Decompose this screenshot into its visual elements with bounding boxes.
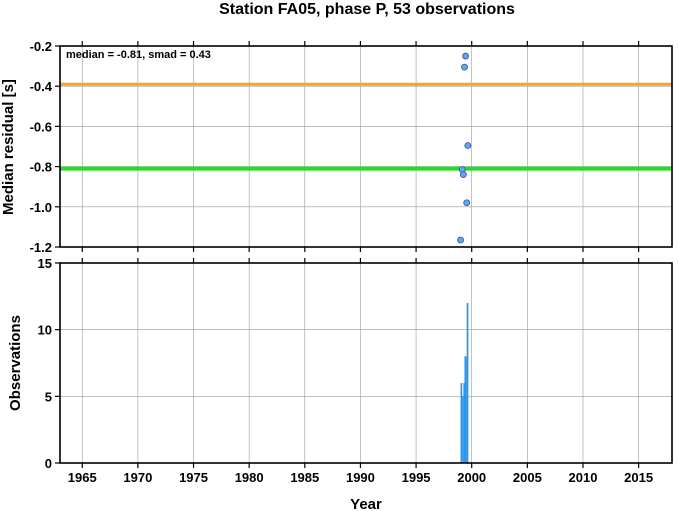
residual-frame xyxy=(59,45,673,248)
x-tick-label: 1965 xyxy=(68,470,97,485)
observation-bar xyxy=(460,383,463,463)
residual-point xyxy=(459,171,467,179)
observation-bar xyxy=(463,383,465,463)
x-tick-label: 2010 xyxy=(569,470,598,485)
observation-bar xyxy=(464,356,467,463)
observations-y-axis-label: Observations xyxy=(7,315,24,411)
stats-annotation: median = -0.81, smad = 0.43 xyxy=(66,49,211,61)
x-tick-label: 1990 xyxy=(346,470,375,485)
y-tick-label: -0.6 xyxy=(30,119,52,134)
y-tick-label: -1.2 xyxy=(30,240,52,255)
y-tick-label: 10 xyxy=(38,323,52,338)
observation-bar xyxy=(462,396,464,463)
residual-ticks: -0.2 -0.4 -0.6 -0.8 -1.0 -1.2 xyxy=(30,39,640,255)
x-tick-label: 2000 xyxy=(457,470,486,485)
y-tick-label: -0.4 xyxy=(30,79,53,94)
y-tick-label: 15 xyxy=(38,256,52,271)
observations-plot-area xyxy=(60,263,672,463)
residual-point xyxy=(464,142,472,149)
x-tick-label: 1985 xyxy=(290,470,319,485)
y-tick-label: -0.8 xyxy=(30,160,52,175)
residual-point xyxy=(457,236,464,244)
observations-bars xyxy=(460,303,469,463)
y-tick-label: -1.0 xyxy=(30,200,52,215)
residual-plot-area xyxy=(60,46,672,247)
x-tick-label: 1970 xyxy=(123,470,152,485)
observations-ticks: 1965 1970 1975 1980 1985 1990 1995 2000 2005 2010… xyxy=(38,256,654,485)
x-axis-label: Year xyxy=(350,496,382,511)
residual-y-axis-label: Median residual [s] xyxy=(0,79,17,215)
x-tick-label: 2015 xyxy=(624,470,653,485)
x-tick-label: 1975 xyxy=(179,470,208,485)
residual-point xyxy=(462,52,469,60)
residual-point xyxy=(463,199,471,207)
y-tick-label: -0.2 xyxy=(30,39,52,54)
residual-reference-lines xyxy=(60,82,672,171)
observations-frame xyxy=(59,262,673,464)
residual-panel: -0.2 -0.4 -0.6 -0.8 -1.0 -1.2 median = -0.81,… xyxy=(0,39,673,255)
x-tick-label: 1995 xyxy=(402,470,431,485)
y-tick-label: 0 xyxy=(45,456,52,471)
chart-title: Station FA05, phase P, 53 observations xyxy=(219,1,515,18)
x-tick-label: 2005 xyxy=(513,470,542,485)
observations-panel: 1965 1970 1975 1980 1985 1990 1995 2000 2005 2010… xyxy=(7,256,673,511)
y-tick-label: 5 xyxy=(45,389,52,404)
residual-points xyxy=(457,52,472,244)
x-tick-label: 1980 xyxy=(235,470,264,485)
observation-bar xyxy=(466,303,469,463)
residual-point xyxy=(461,63,468,71)
